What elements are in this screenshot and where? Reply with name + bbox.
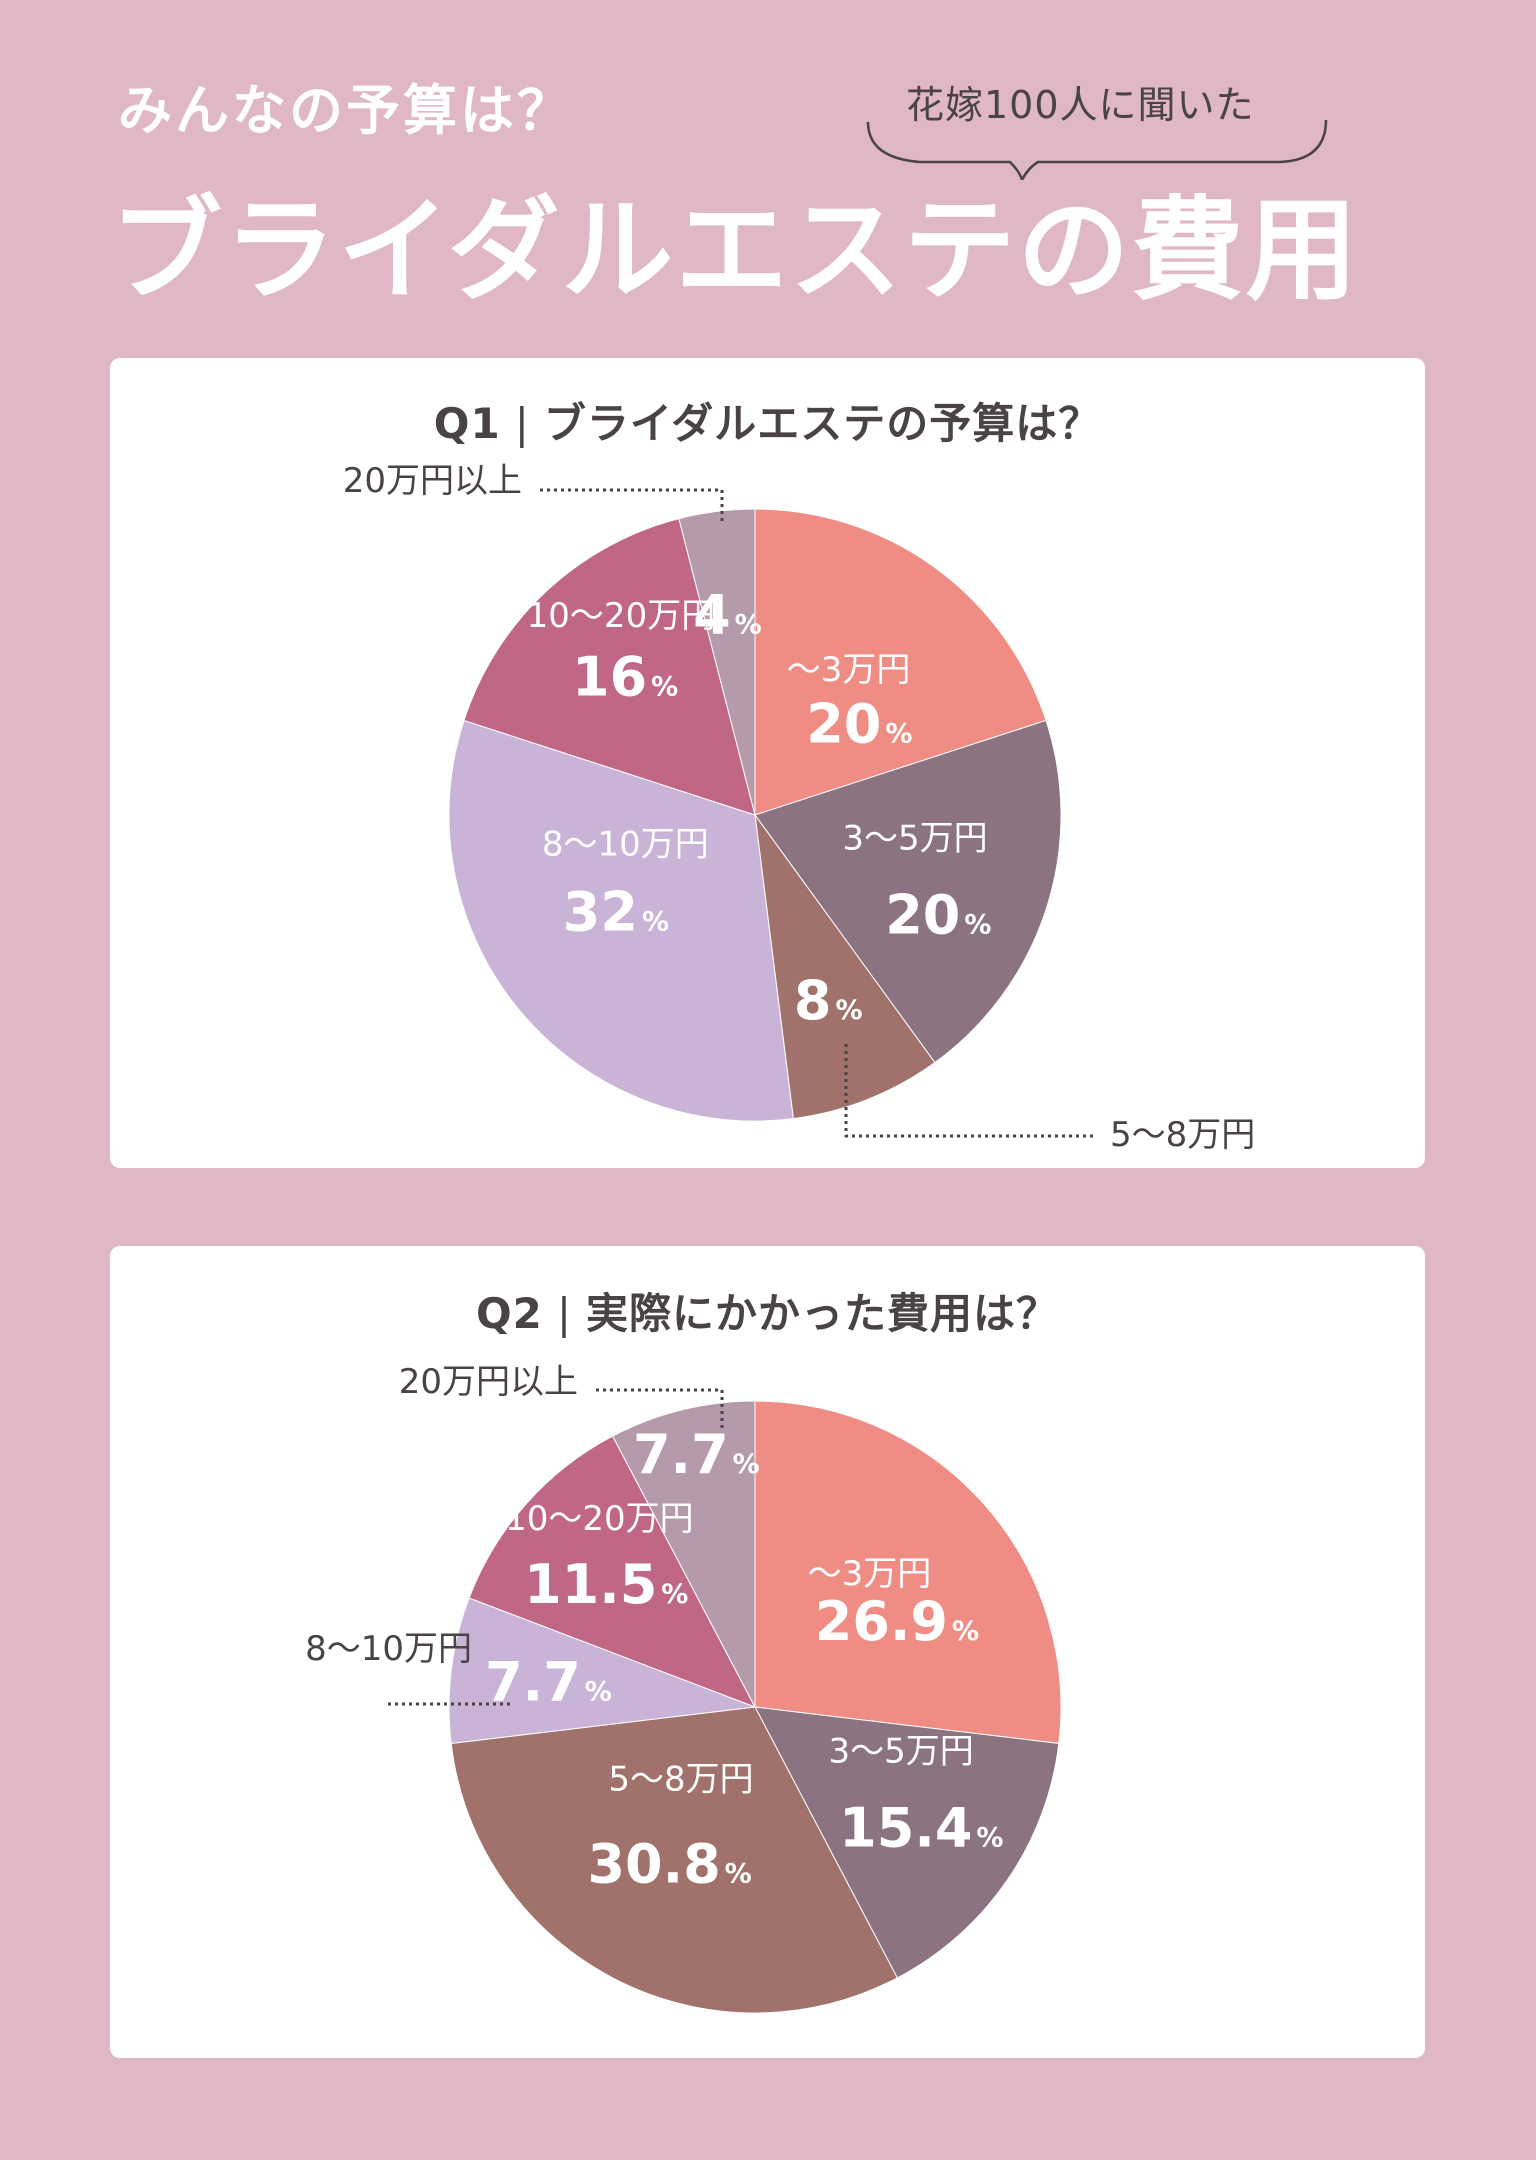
q1-value-under-3man: 20% <box>806 692 912 755</box>
q1-value-8-10man: 32% <box>563 881 669 944</box>
q1-label-8-10man: 8～10万円 <box>542 825 709 865</box>
q2-slice-20man-plus <box>611 1400 756 1708</box>
q2-label-8-10man: 8～10万円 <box>305 1629 472 1669</box>
q1-label-5-8man: 5～8万円 <box>1110 1115 1255 1155</box>
q1-value-3-5man: 20% <box>885 883 991 946</box>
q2-label-under-3man: ～3万円 <box>808 1554 932 1594</box>
speech-bubble-icon <box>866 119 1328 180</box>
q2-card: Q2 | 実際にかかった費用は？ 26.9% ～3万円 15.4% 3～5万円 30.8% 5… <box>110 1246 1425 2058</box>
q2-question: 実際にかかった費用は？ <box>586 1289 1060 1338</box>
q2-heading: Q2 | 実際にかかった費用は？ <box>475 1289 1060 1338</box>
q1-label-10-20man: 10～20万円 <box>527 596 716 636</box>
q2-slice-8-10man <box>448 1597 756 1745</box>
q2-value-20man-plus: 7.7% <box>633 1423 760 1486</box>
q1-question: ブライダルエステの予算は？ <box>543 399 1102 448</box>
q2-slice-5-8man <box>450 1706 899 2014</box>
q1-label-20man-plus: 20万円以上 <box>343 461 522 501</box>
q2-value-under-3man: 26.9% <box>815 1590 979 1653</box>
q1-slice-under-3man <box>754 508 1047 816</box>
q1-value-10-20man: 16% <box>572 646 678 709</box>
q2-label-10-20man: 10～20万円 <box>505 1499 694 1539</box>
q1-slice-8-10man <box>448 719 794 1122</box>
q2-label-3-5man: 3～5万円 <box>829 1731 974 1771</box>
q2-value-3-5man: 15.4% <box>839 1797 1003 1860</box>
q2-pie-chart: 26.9 %～3万円 15.4 % 3～5万円 30.8 % 5～8万円 7.7 % 8～10万円 1… <box>305 1362 1062 2014</box>
q2-label-5-8man: 5～8万円 <box>608 1759 753 1799</box>
q2-value-5-8man: 30.8% <box>587 1832 751 1895</box>
q2-leader-20man-plus <box>596 1388 724 1432</box>
q1-label-3-5man: 3～5万円 <box>842 818 987 858</box>
q1-card: Q1 | ブライダルエステの予算は？ 20% ～3万円 20% 3～5万円 8% 5～8万円 3… <box>110 358 1425 1168</box>
q2-number: Q2 <box>475 1289 543 1338</box>
q2-value-10-20man: 11.5% <box>524 1553 688 1616</box>
q2-slice-3-5man <box>754 1706 1060 1979</box>
q1-heading: Q1 | ブライダルエステの予算は？ <box>433 399 1102 448</box>
q1-slice-10-20man <box>463 518 756 816</box>
q1-value-20man-plus: 4% <box>693 584 762 647</box>
q1-slice-20man-plus <box>678 508 756 816</box>
q1-label-under-3man: ～3万円 <box>787 650 911 690</box>
bubble-label: 花嫁100人に聞いた <box>906 83 1255 127</box>
q1-slice-3-5man <box>754 719 1062 1064</box>
q1-leader-20man-plus <box>540 488 724 523</box>
q2-label-20man-plus: 20万円以上 <box>399 1362 578 1402</box>
q1-leader-5-8man <box>844 1044 1094 1138</box>
q2-slice-10-20man <box>468 1435 757 1708</box>
q2-slice-under-3man <box>754 1400 1062 1745</box>
q1-slice-5-8man <box>754 814 936 1120</box>
q1-value-5-8man: 8% <box>794 969 863 1032</box>
q1-number: Q1 <box>433 399 501 448</box>
page-subtitle: みんなの予算は？ <box>118 78 574 142</box>
page-title: ブライダルエステの費用 <box>110 185 1360 316</box>
